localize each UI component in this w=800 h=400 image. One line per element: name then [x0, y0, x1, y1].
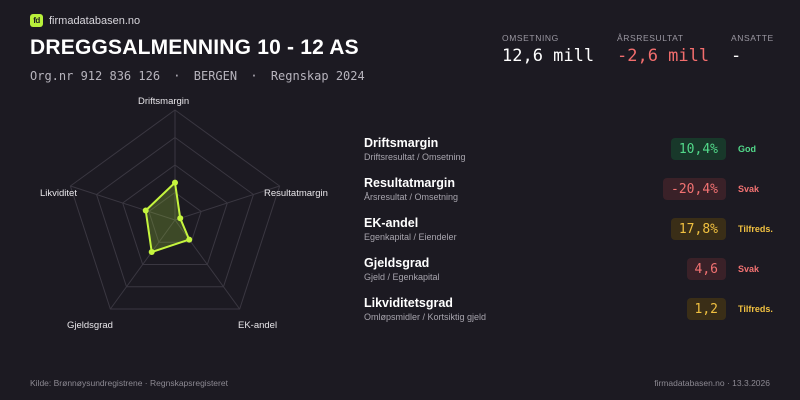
- axis-label-likviditet: Likviditet: [40, 188, 77, 199]
- radar-grid-ring: [95, 136, 255, 288]
- metric-name: Resultatmargin: [364, 176, 455, 190]
- separator: ·: [173, 69, 181, 83]
- radar-axis-line: [109, 219, 176, 310]
- footer-site-date[interactable]: firmadatabasen.no · 13.3.2026: [654, 378, 770, 388]
- radar-axis-line: [174, 185, 280, 221]
- footer-source: Kilde: Brønnøysundregistrene · Regnskaps…: [30, 378, 228, 388]
- radar-grid-ring: [122, 164, 228, 265]
- metric-status: Svak: [738, 184, 760, 194]
- radar-axis-line: [174, 219, 241, 310]
- axis-label-driftsmargin: Driftsmargin: [138, 96, 190, 107]
- company-subline: Org.nr 912 836 126 · BERGEN · Regnskap 2…: [30, 69, 365, 83]
- metric-name: Gjeldsgrad: [364, 256, 430, 270]
- radar-point: [177, 215, 184, 222]
- axis-label-resultatmargin: Resultatmargin: [264, 188, 328, 199]
- logo-icon: fd: [30, 14, 43, 27]
- metric-value-badge: 4,6: [686, 258, 726, 280]
- metric-status: Tilfreds.: [738, 304, 773, 314]
- axis-label-ek-andel: EK-andel: [238, 320, 278, 331]
- company-title: DREGGSALMENNING 10 - 12 AS: [30, 36, 359, 59]
- radar-grid: [69, 109, 281, 310]
- radar-point: [186, 236, 193, 243]
- city: BERGEN: [193, 69, 238, 83]
- kpi-value-employees: -: [731, 46, 742, 66]
- org-number: Org.nr 912 836 126: [30, 69, 161, 83]
- metric-name: Likviditetsgrad: [364, 296, 453, 310]
- metric-status: Svak: [738, 264, 760, 274]
- accounting-year: Regnskap 2024: [270, 69, 365, 83]
- radar-point: [148, 249, 155, 256]
- radar-grid-ring: [148, 191, 202, 243]
- metric-formula: Omløpsmidler / Kortsiktig gjeld: [364, 312, 487, 322]
- metric-formula: Driftsresultat / Omsetning: [364, 152, 466, 162]
- metric-formula: Gjeld / Egenkapital: [364, 272, 440, 282]
- metric-status: God: [738, 144, 756, 154]
- kpi-value-revenue: 12,6 mill: [502, 46, 595, 66]
- radar-point: [172, 179, 178, 186]
- metric-value-badge: -20,4%: [663, 178, 726, 200]
- axis-label-gjeldsgrad: Gjeldsgrad: [67, 320, 113, 331]
- radar-grid-ring: [69, 109, 281, 310]
- metric-value-badge: 10,4%: [670, 138, 726, 160]
- brand[interactable]: fd firmadatabasen.no: [30, 14, 140, 27]
- separator: ·: [250, 69, 258, 83]
- radar-shape: [144, 181, 191, 254]
- kpi-label-employees: ANSATTE: [731, 33, 774, 43]
- brand-name: firmadatabasen.no: [49, 14, 141, 27]
- metric-value-badge: 1,2: [686, 298, 726, 320]
- metric-name: Driftsmargin: [364, 136, 439, 150]
- radar-chart: [69, 109, 281, 310]
- radar-points: [142, 179, 193, 256]
- kpi-label-revenue: OMSETNING: [502, 33, 559, 43]
- metric-value-badge: 17,8%: [670, 218, 726, 240]
- radar-axis-line: [70, 185, 176, 221]
- metric-formula: Egenkapital / Eiendeler: [364, 232, 457, 242]
- kpi-label-result: ÅRSRESULTAT: [617, 33, 684, 43]
- metric-name: EK-andel: [364, 216, 419, 230]
- metric-status: Tilfreds.: [738, 224, 773, 234]
- radar-point: [142, 207, 149, 214]
- kpi-value-result: -2,6 mill: [617, 46, 710, 66]
- metric-formula: Årsresultat / Omsetning: [364, 192, 459, 202]
